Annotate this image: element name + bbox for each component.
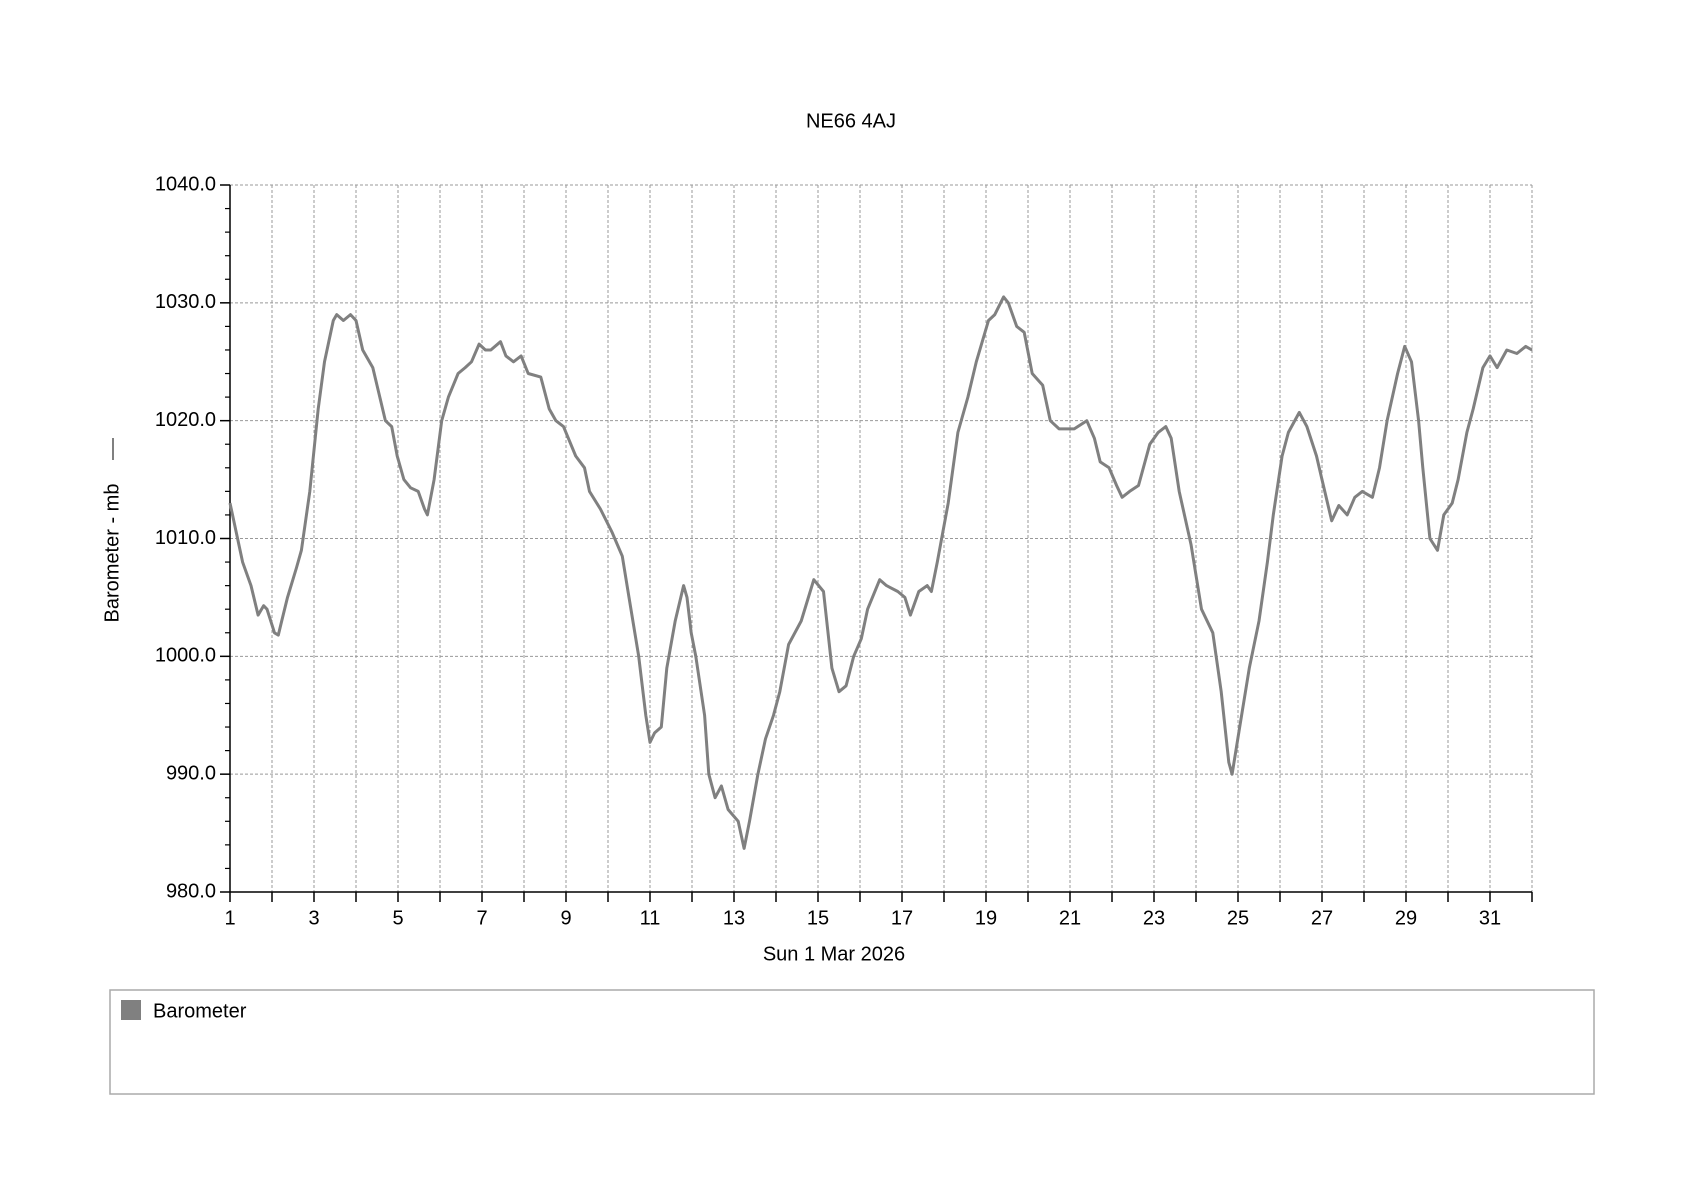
legend-label: Barometer: [153, 1000, 247, 1022]
x-tick-label: 5: [392, 907, 403, 929]
y-tick-label: 1000.0: [155, 645, 216, 667]
y-axis-title-group: Barometer - mb: [101, 438, 123, 622]
x-tick-label: 23: [1143, 907, 1165, 929]
y-tick-label: 1010.0: [155, 527, 216, 549]
legend-box: [109, 989, 1595, 1095]
x-tick-label: 3: [308, 907, 319, 929]
x-axis-title: Sun 1 Mar 2026: [763, 943, 905, 965]
x-tick-label: 21: [1059, 907, 1081, 929]
x-tick-label: 25: [1227, 907, 1249, 929]
y-tick-label: 1030.0: [155, 291, 216, 313]
line-series: [228, 295, 1533, 850]
x-tick-label: 13: [723, 907, 745, 929]
y-axis-title: Barometer - mb: [101, 484, 123, 623]
y-tick-label: 1020.0: [155, 409, 216, 431]
y-tick-label: 990.0: [166, 762, 216, 784]
x-tick-label: 27: [1311, 907, 1333, 929]
legend-swatch: [121, 1000, 141, 1020]
x-tick-label: 29: [1395, 907, 1417, 929]
x-tick-label: 15: [807, 907, 829, 929]
x-tick-label: 17: [891, 907, 913, 929]
y-tick-label: 1040.0: [155, 173, 216, 195]
x-tick-label: 9: [560, 907, 571, 929]
y-tick-label: 980.0: [166, 880, 216, 902]
x-tick-label: 19: [975, 907, 997, 929]
x-tick-label: 31: [1479, 907, 1501, 929]
x-tick-label: 1: [224, 907, 235, 929]
x-tick-label: 11: [640, 907, 661, 929]
chart-title: NE66 4AJ: [806, 110, 896, 132]
x-tick-label: 7: [476, 907, 487, 929]
